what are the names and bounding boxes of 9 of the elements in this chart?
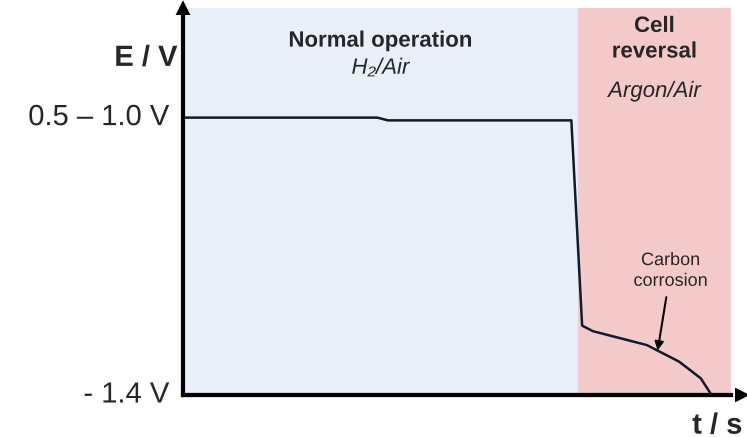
text: 0.5 – 1.0 V xyxy=(29,104,170,126)
text: Argon/Air xyxy=(607,80,702,102)
annotation: Carbon corrosion xyxy=(634,252,707,286)
text: Normal operation xyxy=(290,30,472,52)
x-axis-title: t / s xyxy=(692,412,742,434)
text: H₂/Air xyxy=(352,58,410,76)
text: - 1.4 V xyxy=(84,382,170,403)
y-axis-title: E / V xyxy=(116,44,178,66)
text: Cell reversal xyxy=(613,16,696,58)
